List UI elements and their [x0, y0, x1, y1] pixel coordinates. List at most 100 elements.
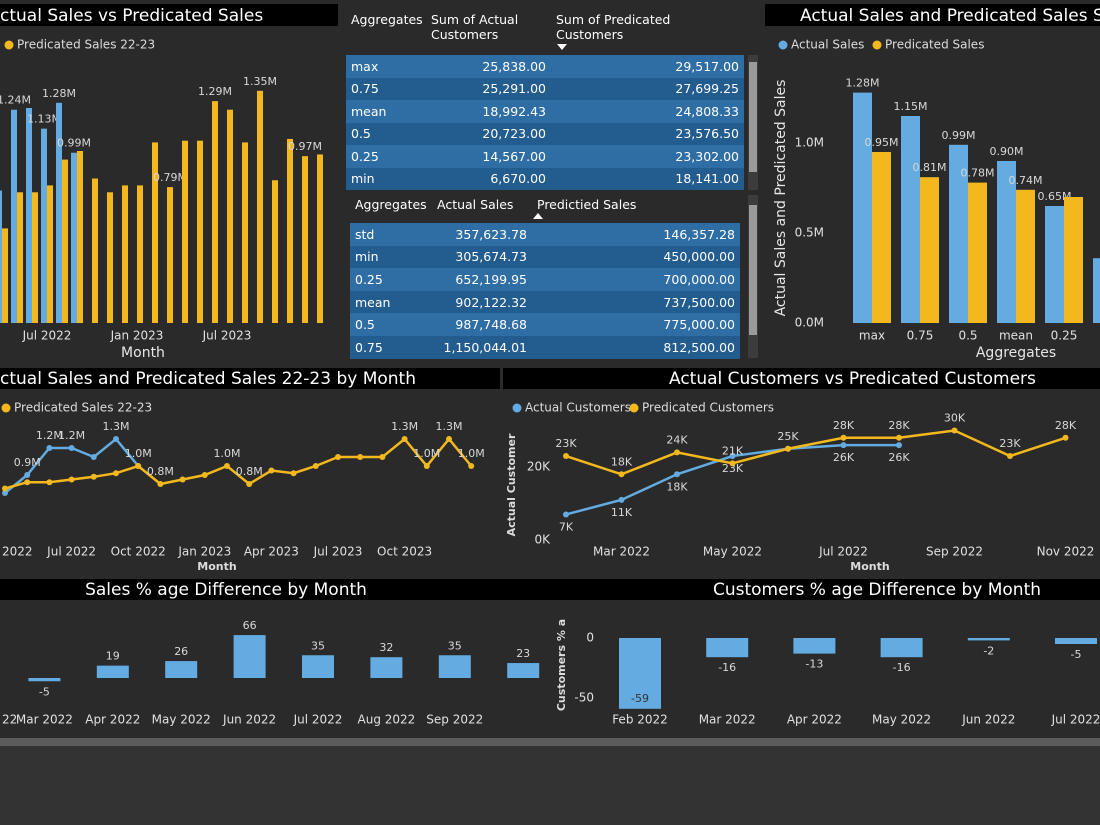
- table-row: min 305,674.73 450,000.00: [350, 245, 740, 269]
- y-tick-label: 0.5M: [795, 226, 824, 240]
- data-label: 1.28M: [846, 77, 880, 90]
- x-tick-label: Aug 2022: [358, 713, 416, 727]
- bar: [152, 142, 158, 323]
- table-cell: 0.25: [350, 268, 432, 291]
- column-header[interactable]: Sum of Predicated Customers: [551, 8, 744, 55]
- point: [90, 454, 97, 460]
- point: [379, 454, 386, 460]
- y-tick-label: 0: [586, 631, 594, 645]
- data-label: -5: [1071, 648, 1082, 661]
- title-bar: [0, 4, 338, 26]
- bar: [853, 92, 872, 323]
- column-header[interactable]: Actual Sales: [432, 193, 532, 223]
- bar: [1064, 197, 1083, 323]
- bar: [287, 138, 293, 323]
- x-tick-label: Jul 2022: [46, 545, 96, 559]
- x-tick-label: Feb 2022: [612, 713, 668, 727]
- column-header[interactable]: Aggregates: [346, 8, 426, 55]
- sort-arrow[interactable]: [533, 213, 543, 219]
- table-cell: 20,723.00: [426, 122, 551, 145]
- x-tick-label: Nov 2022: [1037, 545, 1095, 559]
- data-label: 23K: [555, 437, 577, 450]
- sort-arrow[interactable]: [557, 44, 567, 50]
- column-header[interactable]: Predictied Sales: [532, 193, 740, 223]
- legend-marker: [778, 40, 788, 50]
- table-row: mean 902,122.32 737,500.00: [350, 290, 740, 314]
- data-label: 0.95M: [865, 136, 899, 149]
- data-label: 0.97M: [288, 140, 322, 153]
- point: [268, 467, 275, 474]
- table-cell: 146,357.28: [532, 223, 740, 246]
- column-header[interactable]: Aggregates: [350, 193, 432, 223]
- point: [2, 485, 8, 492]
- y-tick-label: 0K: [534, 533, 551, 547]
- data-label: 23K: [999, 437, 1021, 450]
- table-cell: 29,517.00: [551, 55, 744, 78]
- data-table: Aggregates Sum of Actual Customers Sum of …: [346, 8, 744, 190]
- legend-marker: [872, 40, 882, 50]
- table-cell: mean: [346, 100, 426, 123]
- x-tick-label: Jun 2022: [222, 713, 276, 727]
- data-label: 26K: [888, 451, 910, 464]
- scroll-thumb[interactable]: [749, 62, 757, 172]
- x-tick-label: 0.25: [1051, 329, 1078, 343]
- point: [46, 479, 53, 486]
- x-tick-label: mean: [999, 329, 1033, 343]
- table-row: min 6,670.00 18,141.00: [346, 167, 744, 190]
- x-tick-label: May 2022: [152, 713, 211, 727]
- point: [896, 442, 902, 449]
- bar: [197, 140, 203, 323]
- table-cell: max: [346, 55, 426, 78]
- line: [4, 437, 473, 490]
- point: [113, 470, 119, 477]
- x-tick-label: Jul 2022: [1051, 713, 1100, 727]
- point: [357, 454, 364, 460]
- bar: [71, 152, 77, 323]
- bar: [167, 187, 173, 323]
- point: [618, 496, 625, 503]
- table: Aggregates Actual Sales Predictied Sales st…: [350, 193, 740, 359]
- table-cell: 14,567.00: [426, 145, 551, 168]
- data-label: -16: [893, 661, 911, 674]
- chart-title: Customers % age Difference by Month: [713, 580, 1041, 600]
- data-label: -13: [805, 658, 823, 671]
- scroll-thumb[interactable]: [749, 205, 757, 335]
- bar: [706, 638, 749, 658]
- bar: [438, 655, 471, 678]
- data-label: 1.0M: [214, 447, 241, 460]
- table-cell: 18,141.00: [551, 167, 744, 190]
- point: [401, 436, 408, 442]
- bar: [233, 635, 266, 678]
- table-cell: 23,576.50: [551, 122, 744, 145]
- data-label: 1.13M: [27, 113, 61, 126]
- bar: [182, 140, 188, 323]
- column-header[interactable]: Sum of Actual Customers: [426, 8, 551, 55]
- data-label: 0.81M: [913, 161, 947, 174]
- data-label: 1.3M: [391, 420, 418, 433]
- header-row: Aggregates Actual Sales Predictied Sales: [350, 193, 740, 223]
- data-label: 23: [516, 647, 530, 660]
- data-label: 0.8M: [236, 465, 263, 478]
- chart-title: Actual Sales and Predicated Sales S: [800, 6, 1100, 26]
- bar: [880, 638, 923, 658]
- x-tick-label: Jul 2022: [22, 329, 72, 343]
- table-row: 0.5 20,723.00 23,576.50: [346, 122, 744, 145]
- point: [1007, 453, 1013, 460]
- bar: [11, 109, 17, 323]
- point: [312, 463, 319, 469]
- point: [618, 471, 625, 478]
- data-label: 26: [174, 645, 188, 658]
- bar: [17, 192, 23, 323]
- legend-label: Predicated Customers: [642, 401, 774, 415]
- x-tick-label: Jun 2022: [961, 713, 1015, 727]
- x-tick-label: Jul 2022: [293, 713, 343, 727]
- divider: [0, 738, 1100, 746]
- x-tick-label: May 2022: [703, 545, 762, 559]
- title-bar: [503, 368, 1100, 389]
- data-label: 1.29M: [198, 85, 232, 98]
- point: [468, 463, 475, 469]
- data-label: 1.3M: [103, 420, 130, 433]
- bar: [26, 108, 32, 323]
- legend-label: Actual Sales: [791, 38, 864, 52]
